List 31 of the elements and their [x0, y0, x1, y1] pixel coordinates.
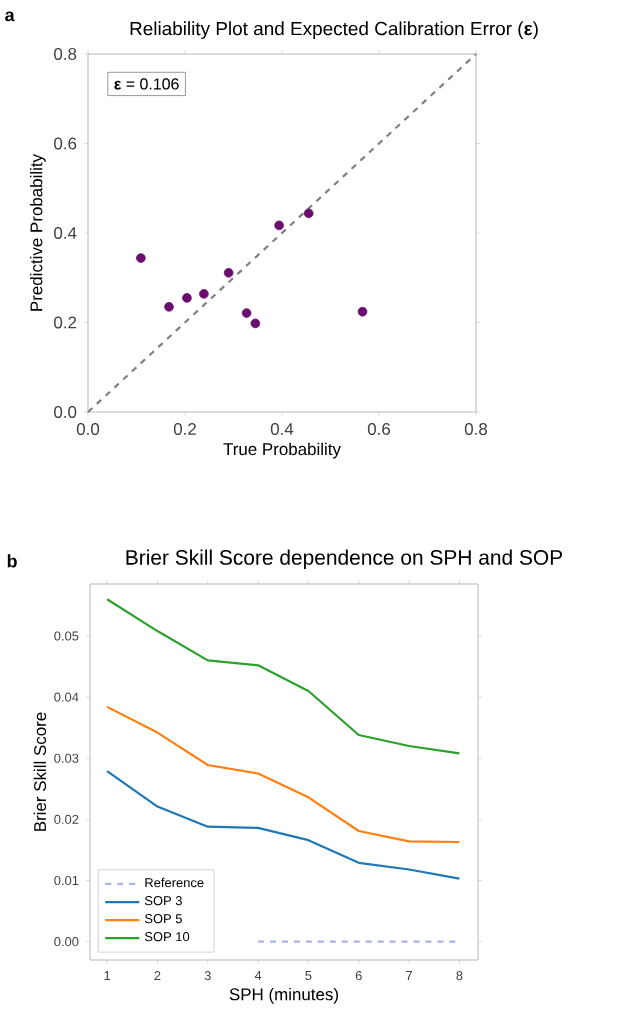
y-axis-title: Brier Skill Score — [33, 712, 47, 831]
chart-title: Brier Skill Score dependence on SPH and SOP — [126, 549, 563, 569]
point — [357, 306, 368, 317]
x-tick-label: 0.4 — [270, 423, 294, 436]
chart-title: Reliability Plot and Expected Calibration Error (ε) — [130, 21, 538, 40]
y-tick-label: 0.0 — [54, 406, 77, 418]
y-tick-label: 0.4 — [54, 227, 77, 239]
line-series — [106, 769, 461, 880]
point — [136, 253, 146, 263]
text: a — [5, 11, 15, 22]
text: b — [7, 554, 17, 568]
point — [164, 302, 174, 312]
x-tick-label: 0.2 — [173, 423, 196, 436]
y-tick-label: 0.6 — [54, 137, 77, 150]
x-tick-label: 0.8 — [464, 423, 488, 436]
line-series — [106, 705, 461, 844]
point — [199, 289, 209, 299]
point — [274, 220, 284, 231]
point — [241, 308, 252, 318]
x-tick-label: 0.6 — [367, 423, 391, 436]
point — [223, 268, 234, 278]
x-axis-title: True Probability — [223, 442, 341, 459]
x-tick-label: 0.0 — [76, 423, 100, 436]
y-axis-title: Predictive Probability — [29, 154, 46, 311]
line-series — [106, 598, 461, 755]
point — [303, 208, 314, 219]
point — [182, 293, 192, 303]
y-tick-label: 0.2 — [54, 316, 77, 329]
x-axis-title: SPH (minutes) — [229, 987, 338, 1004]
point — [250, 318, 261, 329]
y-tick-label: 0.8 — [54, 48, 77, 60]
